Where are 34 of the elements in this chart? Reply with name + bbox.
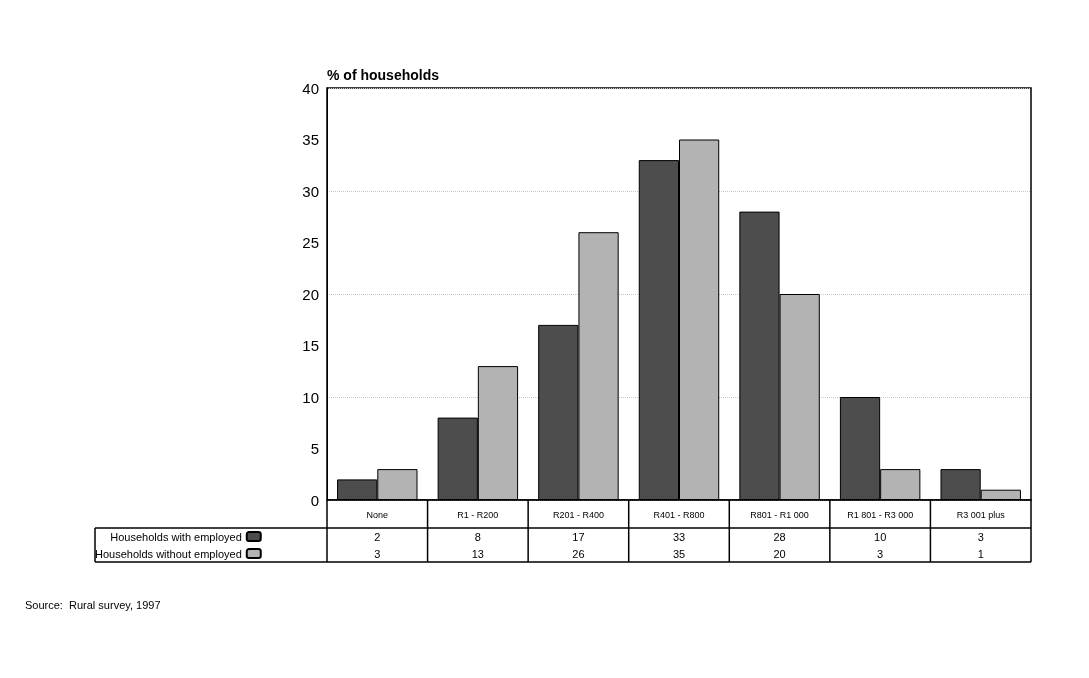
x-tick-label: R801 - R1 000 xyxy=(750,509,809,520)
data-label: 13 xyxy=(471,547,484,560)
data-label: 3 xyxy=(977,530,984,543)
source-note: Source: Rural survey, 1997 xyxy=(25,599,161,611)
data-label: 10 xyxy=(874,530,887,543)
y-tick-label: 0 xyxy=(310,491,319,509)
y-tick-label: 15 xyxy=(302,337,319,354)
y-tick-label: 25 xyxy=(302,234,319,251)
x-tick-label: None xyxy=(366,509,389,520)
y-tick-label: 10 xyxy=(302,388,319,406)
data-label: 20 xyxy=(773,547,786,560)
data-label: 33 xyxy=(672,530,686,543)
y-tick-label: 20 xyxy=(302,285,319,303)
data-label: 28 xyxy=(773,530,786,543)
data-label: 3 xyxy=(877,547,884,560)
y-tick-label: 35 xyxy=(302,131,319,148)
y-tick-label: 30 xyxy=(302,182,319,200)
data-label: 35 xyxy=(672,547,686,560)
y-tick-label: 5 xyxy=(310,440,319,457)
data-label: 1 xyxy=(977,547,984,560)
x-tick-label: R201 - R400 xyxy=(552,509,604,520)
legend-label: Households without employed xyxy=(94,547,242,560)
x-tick-label: R401 - R800 xyxy=(653,509,705,520)
data-label: 3 xyxy=(374,547,381,560)
data-label: 2 xyxy=(374,530,381,543)
x-tick-label: R3 001 plus xyxy=(956,509,1006,520)
legend-label: Households with employed xyxy=(110,530,242,543)
y-tick-label: 40 xyxy=(302,79,319,97)
data-label: 8 xyxy=(474,530,481,543)
data-label: 26 xyxy=(572,547,585,560)
data-label: 17 xyxy=(572,530,585,543)
y-axis-title: % of households xyxy=(327,67,440,83)
x-tick-label: R1 - R200 xyxy=(457,509,499,520)
x-tick-label: R1 801 - R3 000 xyxy=(847,509,914,520)
